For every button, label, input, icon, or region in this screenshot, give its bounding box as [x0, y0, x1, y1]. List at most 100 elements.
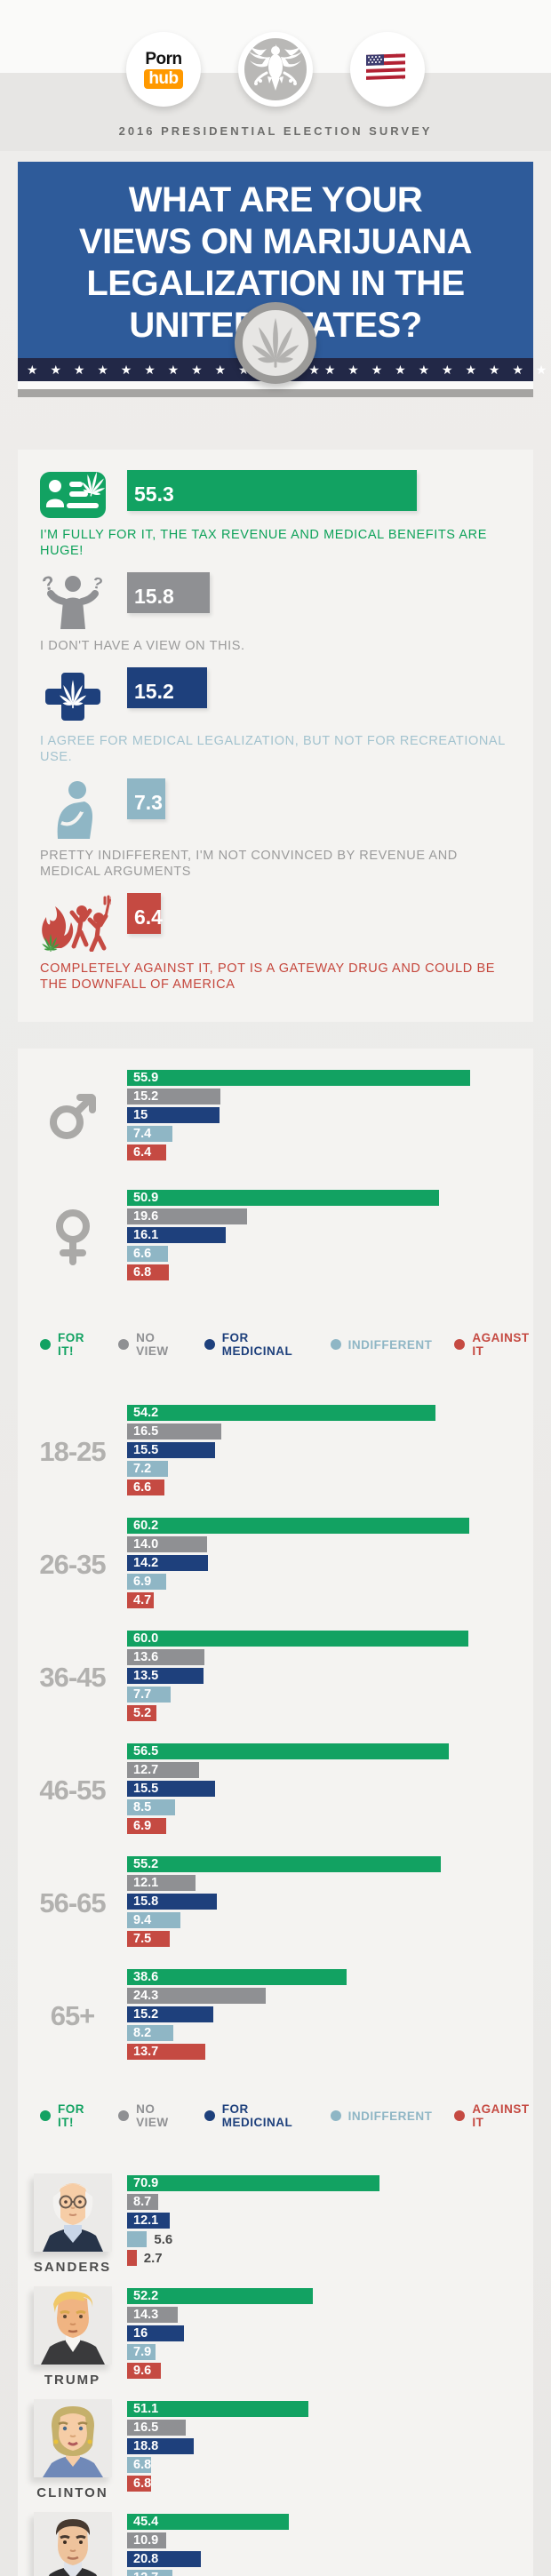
bar: 6.8 [127, 2457, 152, 2473]
svg-text:?: ? [91, 574, 104, 593]
eagle-emblem-badge [238, 32, 313, 107]
bar-list: 56.5 12.7 15.5 8.5 6.9 [127, 1743, 533, 1834]
legend-label: AGAINST IT [472, 1331, 530, 1358]
bar-row: 12.1 [127, 2213, 533, 2229]
candidate-left-col: TRUMP [18, 2286, 127, 2388]
bar-row: 7.9 [127, 2344, 533, 2360]
gender-group: 55.9 15.2 15 7.4 6.4 [18, 1070, 533, 1163]
bar-row: 6.8 [127, 2476, 533, 2492]
bar: 6.8 [127, 1264, 169, 1280]
legend-dot-icon [204, 2110, 215, 2121]
legend-dot-icon [454, 1339, 466, 1350]
bar-row: 19.6 [127, 1208, 533, 1224]
legend-dot-icon [454, 2110, 466, 2121]
overview-row: 6.4 COMPLETELY AGAINST IT, POT IS A GATEW… [18, 893, 533, 993]
bar: 14.3 [127, 2307, 179, 2323]
bar-row: 20.8 [127, 2551, 533, 2567]
bar-row: 70.9 [127, 2175, 533, 2191]
bar-row: 15.8 [127, 1894, 533, 1910]
bar-row: 5.6 [127, 2231, 533, 2247]
bar: 60.0 [127, 1631, 468, 1647]
white-strip [18, 381, 533, 389]
bar-row: 15.2 [127, 1089, 533, 1105]
bar: 6.8 [127, 2476, 152, 2492]
pornhub-logo: Porn hub [144, 49, 183, 89]
age-group-label: 46-55 [39, 1774, 106, 1806]
bar: 15.2 [127, 667, 207, 708]
bar-value-label: 15.8 [134, 585, 174, 608]
bar: 70.9 [127, 2175, 379, 2191]
bar: 16.5 [127, 2420, 186, 2436]
age-group-label: 56-65 [39, 1886, 106, 1918]
bar: 14.0 [127, 1536, 207, 1552]
legend-label: FOR MEDICINAL [221, 2102, 293, 2129]
bar-value-label: 7.3 [134, 791, 163, 814]
bar: 5.2 [127, 1705, 157, 1721]
bar-row: 2.7 [127, 2250, 533, 2266]
candidate-left-col: CLINTON [18, 2399, 127, 2500]
angry-mob-icon [18, 893, 127, 952]
candidate-left-col: SANDERS [18, 2173, 127, 2275]
bar-value-label: 6.4 [134, 905, 163, 929]
pornhub-logo-porn: Porn [145, 49, 182, 68]
age-group: 18-25 54.2 16.5 15.5 7.2 6.6 [18, 1405, 533, 1498]
legend-dot-icon [204, 1339, 215, 1350]
bar-row: 5.2 [127, 1705, 533, 1721]
bar-row: 45.4 [127, 2514, 533, 2530]
candidate-section: SANDERS 70.9 8.7 12.1 5.6 2.7 TRUMP 52.2 14.3 16… [18, 2173, 533, 2576]
bar-row: 12.1 [127, 1875, 533, 1891]
legend-item: AGAINST IT [454, 2102, 533, 2129]
bar-list: 45.410.920.812.710.3 [127, 2514, 533, 2576]
bar-row: 24.3 [127, 1988, 533, 2004]
age-group-label-wrap: 46-55 [18, 1743, 127, 1837]
bar: 6.4 [127, 893, 163, 934]
bar: 55.9 [127, 1070, 470, 1086]
bar: 19.6 [127, 1208, 248, 1224]
bar: 51.1 [127, 2401, 309, 2417]
bar: 16.1 [127, 1227, 227, 1243]
legend: FOR IT! NO VIEW FOR MEDICINAL INDIFFERENT AG… [40, 1331, 533, 1358]
bar-row: 15 [127, 1107, 533, 1123]
bar-row: 16.5 [127, 1424, 533, 1440]
bar-list: 70.9 8.7 12.1 5.6 2.7 [127, 2175, 533, 2266]
bar: 7.5 [127, 1931, 170, 1947]
bar: 24.3 [127, 1988, 266, 2004]
bar-row: 8.5 [127, 1799, 533, 1815]
bar: 6.6 [127, 1246, 168, 1262]
bar: 50.9 [127, 1190, 440, 1206]
bar-list: 38.6 24.3 15.2 8.2 13.7 [127, 1969, 533, 2060]
bar: 52.2 [127, 2288, 313, 2304]
bar: 7.3 [127, 778, 166, 819]
bar-row: 8.7 [127, 2194, 533, 2210]
bar: 38.6 [127, 1969, 347, 1985]
bar: 54.2 [127, 1405, 435, 1421]
bar: 7.9 [127, 2344, 156, 2360]
legend-item: FOR MEDICINAL [204, 1331, 308, 1358]
bar-caption: PRETTY INDIFFERENT, I'M NOT CONVINCED BY… [40, 849, 458, 879]
legend-dot-icon [118, 2110, 130, 2121]
overview-row: ? ? 15.8 I DON'T HAVE A VIEW ON THIS. [18, 572, 533, 654]
bar-row: 6.8 [127, 2457, 533, 2473]
bar-row: 6.9 [127, 1818, 533, 1834]
overview-row: 15.2 I AGREE FOR MEDICAL LEGALIZATION, BU… [18, 667, 533, 765]
legend-label: NO VIEW [136, 2102, 169, 2129]
bar: 12.7 [127, 2570, 172, 2576]
bar-row: 13.6 [127, 1649, 533, 1665]
legend-label: FOR MEDICINAL [221, 1331, 293, 1358]
bar: 56.5 [127, 1743, 449, 1759]
bar-caption: I AGREE FOR MEDICAL LEGALIZATION, BUT NO… [40, 734, 506, 764]
bar-value-label: 15.2 [134, 680, 174, 703]
bar-list: 55.9 15.2 15 7.4 6.4 [127, 1070, 533, 1160]
overview-chart-card: 55.3 I'M FULLY FOR IT, THE TAX REVENUE AN… [18, 450, 533, 1022]
bar: 15.5 [127, 1781, 216, 1797]
medical-cross-leaf-icon [18, 667, 127, 724]
gray-rule [18, 389, 533, 397]
bar-row: 55.9 [127, 1070, 533, 1086]
legend-label: INDIFFERENT [347, 2109, 433, 2123]
bar-row: 6.9 [127, 1574, 533, 1590]
bar: 12.1 [127, 1875, 196, 1891]
bar-row: 12.7 [127, 1762, 533, 1778]
bar: 13.6 [127, 1649, 205, 1665]
bar-row: 7.7 [127, 1687, 533, 1703]
age-group: 56-65 55.2 12.1 15.8 9.4 7.5 [18, 1856, 533, 1950]
